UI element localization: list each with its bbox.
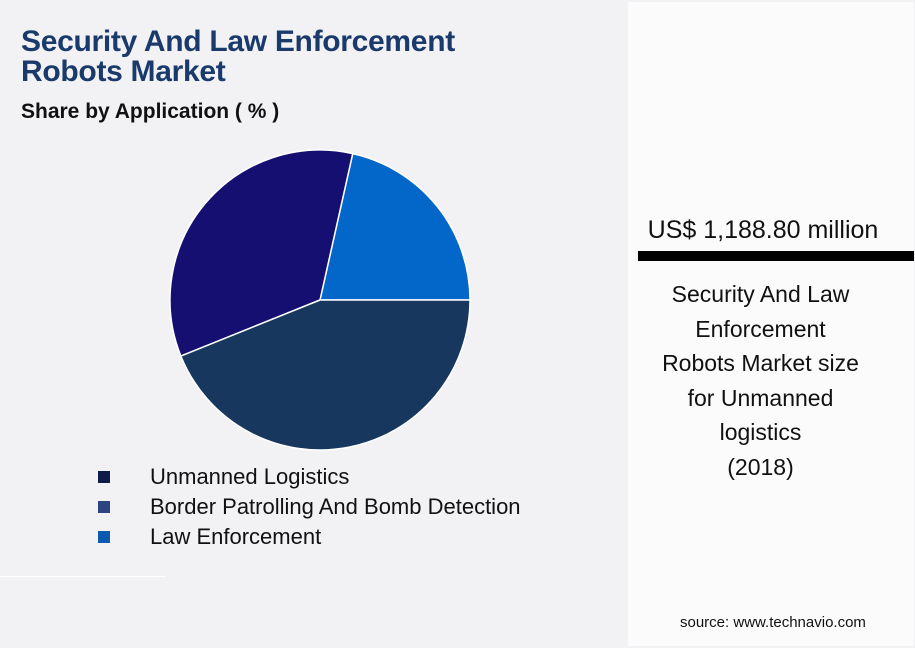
legend-label: Border Patrolling And Bomb Detection [150,494,521,519]
pie-chart [169,149,471,451]
pie-slice-law-enforcement [319,152,471,301]
pie-slice-unmanned-logistics [179,299,471,451]
market-size-value: US$ 1,188.80 million [647,216,879,244]
stat-divider [638,251,914,261]
chart-title: Security And Law Enforcement Robots Mark… [21,27,455,87]
title-line-1: Security And Law Enforcement [21,25,455,58]
legend-item: Border Patrolling And Bomb Detection [98,492,521,522]
legend-item: Unmanned Logistics [98,462,521,492]
title-line-2: Robots Market [21,55,226,88]
market-size-description: Security And Law Enforcement Robots Mark… [662,281,859,480]
chart-panel: Security And Law Enforcement Robots Mark… [0,27,521,577]
legend-swatch-icon [98,531,110,543]
legend-swatch-icon [98,471,110,483]
chart-subtitle: Share by Application ( % ) [21,100,280,123]
legend-swatch-icon [98,501,110,513]
source-credit: source: www.technavio.com [680,614,866,631]
legend: Unmanned Logistics Border Patrolling And … [98,462,521,552]
legend-item: Law Enforcement [98,522,521,552]
stat-panel: US$ 1,188.80 million Security And Law En… [628,2,914,646]
legend-label: Unmanned Logistics [150,464,350,489]
divider [0,576,165,577]
legend-label: Law Enforcement [150,524,322,549]
